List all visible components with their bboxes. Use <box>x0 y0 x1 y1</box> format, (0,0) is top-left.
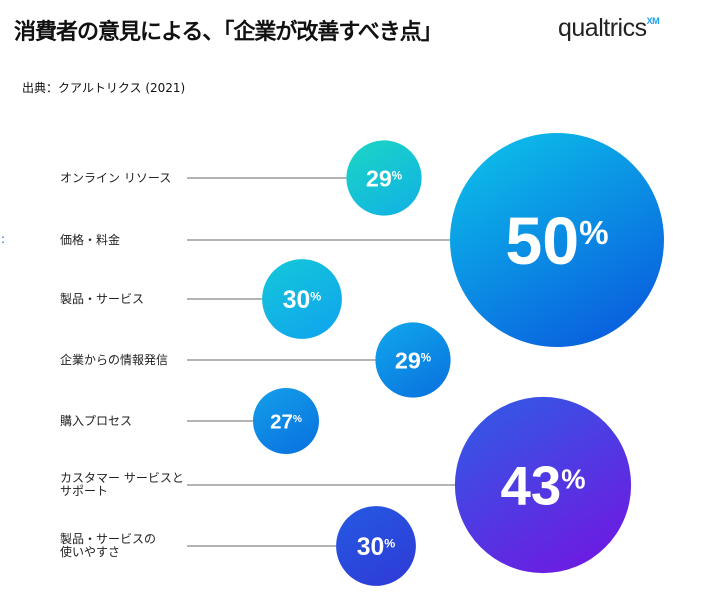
value-label: 29% <box>366 165 403 191</box>
category-label: 購入プロセス <box>60 414 132 428</box>
logo-text: qualtrics <box>558 14 647 42</box>
qualtrics-logo: qualtricsXM <box>558 14 660 43</box>
category-label-line: 使いやすさ <box>60 544 120 559</box>
category-label: オンライン リソース <box>60 171 171 185</box>
category-label-line: オンライン リソース <box>60 171 171 185</box>
value-label: 29% <box>395 347 432 373</box>
category-label-line: 価格・料金 <box>60 232 120 247</box>
category-label: 製品・サービス <box>60 292 144 306</box>
category-label-line: カスタマー サービスと <box>60 471 184 485</box>
logo-sup: XM <box>646 16 660 26</box>
bubble <box>375 322 451 398</box>
bubble <box>262 259 342 339</box>
category-label-line: 購入プロセス <box>60 414 132 428</box>
page-title: 消費者の意見による、「企業が改善すべき点」 <box>14 20 443 45</box>
value-label: 27% <box>270 410 302 433</box>
bubble <box>253 388 319 454</box>
bubble <box>346 140 422 216</box>
category-label: 製品・サービスの使いやすさ <box>60 532 156 559</box>
side-marker: : <box>1 232 6 246</box>
value-label: 50% <box>505 205 608 279</box>
value-label: 43% <box>500 456 585 517</box>
category-label-line: 製品・サービスの <box>60 532 156 546</box>
category-label-line: サポート <box>60 484 108 498</box>
value-label: 30% <box>357 534 396 561</box>
category-label: カスタマー サービスとサポート <box>60 471 184 498</box>
category-label-line: 製品・サービス <box>60 292 144 306</box>
value-label: 30% <box>283 287 322 314</box>
bubble <box>336 506 416 586</box>
bubble <box>454 396 632 574</box>
source-note: 出典：クアルトリクス (2021) <box>22 81 186 95</box>
bubble <box>450 133 664 347</box>
category-label: 企業からの情報発信 <box>60 352 168 367</box>
category-label: 価格・料金 <box>60 232 120 247</box>
category-label-line: 企業からの情報発信 <box>60 352 168 367</box>
